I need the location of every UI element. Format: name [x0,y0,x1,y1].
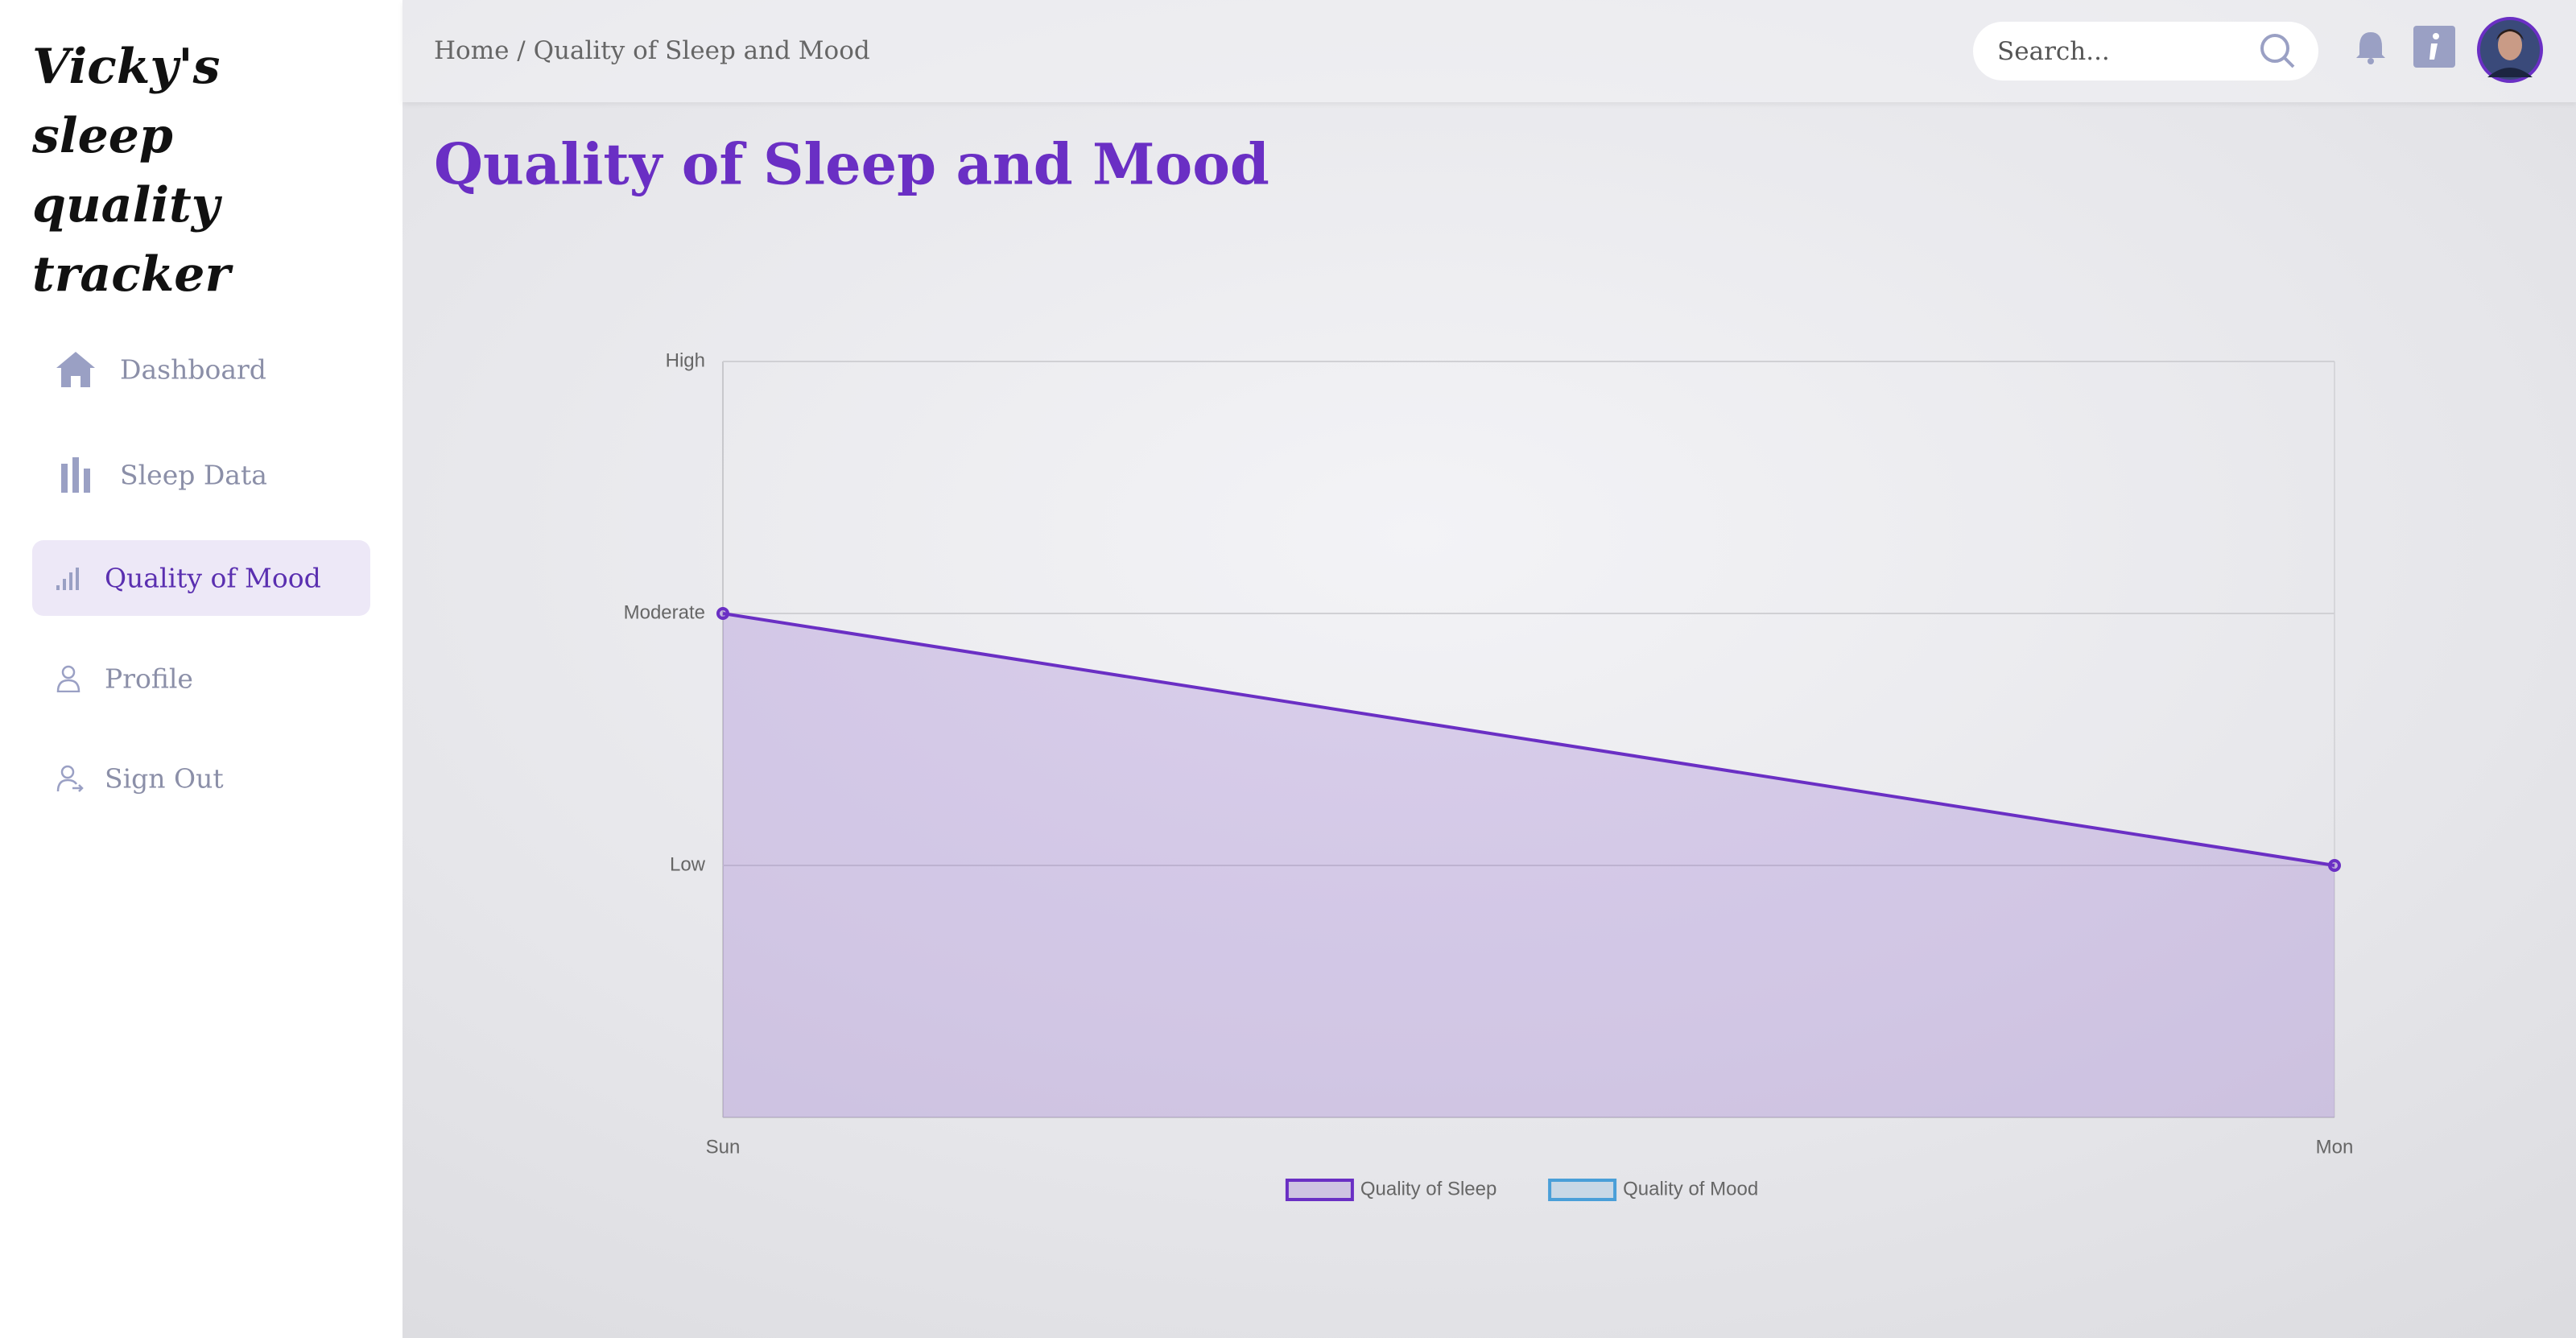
series-line [722,612,2335,867]
app-title: Vicky's sleep quality tracker [32,39,231,303]
nav-sign-out[interactable]: Sign Out [32,741,370,816]
home-icon [56,352,95,387]
nav-profile[interactable]: Profile [32,641,370,716]
y-tick-label: Moderate [624,601,705,623]
header: Home / Quality of Sleep and Mood Search.… [402,0,2576,102]
legend-swatch [1548,1179,1617,1201]
x-tick-label: Mon [2316,1136,2354,1158]
avatar[interactable] [2476,16,2544,84]
chart-icon [56,568,79,590]
search-icon [2260,34,2295,68]
nav-label: Profile [105,663,193,695]
data-point [2328,859,2341,872]
signout-icon [56,765,84,792]
nav-label: Dashboard [120,353,266,386]
info-icon[interactable] [2413,26,2455,68]
legend-swatch [1285,1179,1354,1201]
y-tick-label: High [666,349,705,371]
bars-icon [61,457,90,493]
breadcrumb: Home / Quality of Sleep and Mood [434,36,870,65]
nav-sleep-data[interactable]: Sleep Data [32,437,370,513]
user-icon [56,665,80,692]
data-point [716,607,729,620]
search-box[interactable]: Search... [1973,22,2318,81]
legend-label: Quality of Sleep [1360,1178,1496,1200]
nav-label: Sleep Data [120,459,267,491]
bell-icon[interactable] [2355,29,2387,64]
nav-label: Quality of Mood [105,562,321,594]
x-tick-label: Sun [706,1136,741,1158]
legend-label: Quality of Mood [1623,1178,1758,1200]
nav-label: Sign Out [105,762,224,795]
sidebar: Vicky's sleep quality tracker Dashboard … [0,0,402,1338]
nav-quality-of-mood[interactable]: Quality of Mood [32,540,370,616]
search-placeholder: Search... [1997,36,2110,66]
y-tick-label: Low [670,853,706,875]
nav-dashboard[interactable]: Dashboard [32,332,370,407]
series-area [723,613,2334,1117]
page-title: Quality of Sleep and Mood [434,130,1269,198]
